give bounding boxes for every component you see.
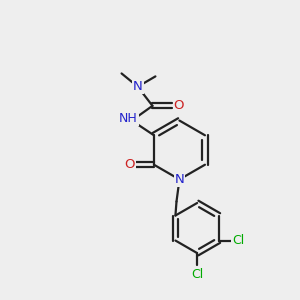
Text: Cl: Cl [191,268,203,281]
Text: O: O [124,158,135,171]
Text: Cl: Cl [232,234,244,247]
Text: N: N [175,173,184,186]
Text: O: O [174,99,184,112]
Text: N: N [133,80,142,93]
Text: NH: NH [119,112,138,125]
